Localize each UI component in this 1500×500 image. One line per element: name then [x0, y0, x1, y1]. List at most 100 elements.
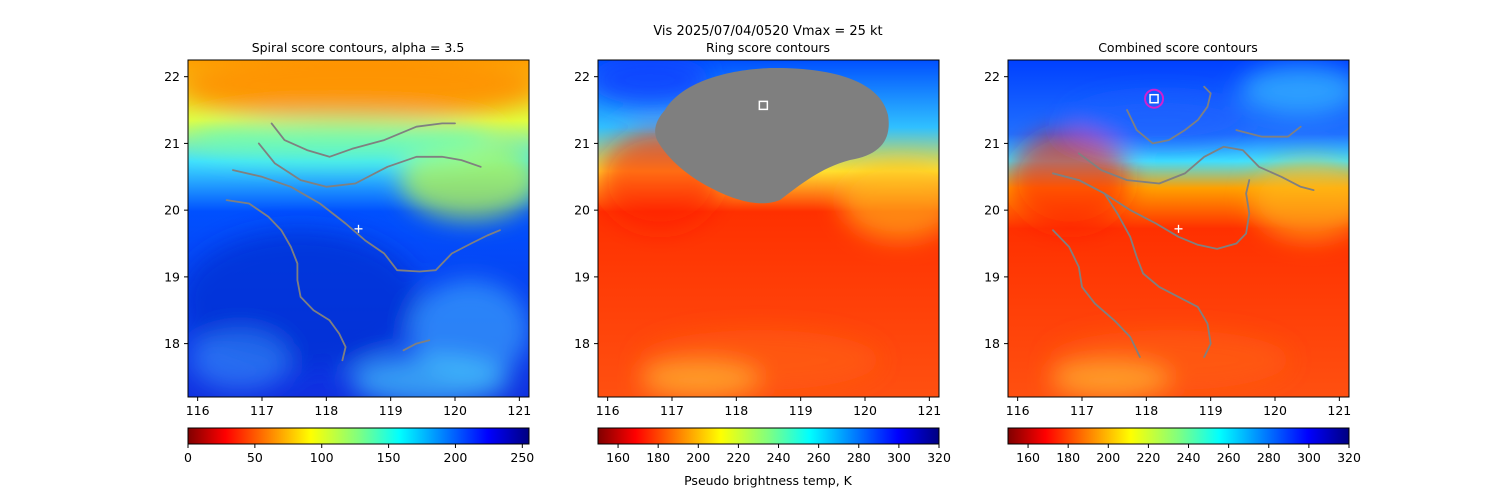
- colorbar-tick-label: 220: [726, 450, 750, 465]
- x-tick-label: 121: [917, 403, 941, 418]
- y-tick-label: 21: [984, 136, 1000, 151]
- y-tick-label: 18: [164, 336, 180, 351]
- markers: [1144, 88, 1183, 233]
- panel-title: Ring score contours: [706, 40, 830, 55]
- x-tick-label: 116: [186, 403, 210, 418]
- contour-line: [270, 122, 456, 158]
- colorbar-tick-label: 320: [1337, 450, 1361, 465]
- colorbar-tick-label: 160: [1016, 450, 1040, 465]
- colorbar-ticks: 0 50 100 150 200 250: [184, 444, 534, 465]
- colorbar-tick-label: 150: [377, 450, 401, 465]
- heatmap-image: [1008, 60, 1349, 397]
- circle-marker: [1144, 88, 1165, 109]
- center-plus-marker: [354, 224, 363, 233]
- y-ticks: 18 19 20 21 22: [164, 69, 188, 351]
- x-tick-label: 119: [379, 403, 403, 418]
- y-tick-label: 21: [574, 136, 590, 151]
- x-tick-label: 117: [660, 403, 684, 418]
- y-tick-label: 22: [164, 69, 180, 84]
- contour-line: [1235, 125, 1302, 138]
- figure-suptitle: Vis 2025/07/04/0520 Vmax = 25 kt: [653, 24, 882, 39]
- colorbar-tick-label: 280: [1257, 450, 1281, 465]
- colorbar-gradient: [1007, 427, 1350, 445]
- colorbar-tick-label: 180: [1056, 450, 1080, 465]
- colorbar-ticks: 160 180 200 220 240 260 280 300 320: [606, 444, 951, 465]
- square-marker: [1149, 93, 1159, 104]
- panel-combined: Combined score contours 116 117 118 119 120 1…: [984, 40, 1361, 465]
- contour-line: [1077, 145, 1315, 192]
- x-ticks: 116 117 118 119 120 121: [596, 397, 941, 418]
- colorbar-tick-label: 240: [1177, 450, 1201, 465]
- x-tick-label: 120: [853, 403, 877, 418]
- y-tick-label: 22: [574, 69, 590, 84]
- colorbar-ticks: 160 180 200 220 240 260 280 300 320: [1016, 444, 1361, 465]
- y-tick-label: 19: [984, 269, 1000, 284]
- y-tick-label: 21: [164, 136, 180, 151]
- panel-spiral: Spiral score contours, alpha = 3.5 116 11…: [164, 40, 534, 465]
- colorbar: 160 180 200 220 240 260 280 300 320: [597, 427, 951, 465]
- contour-line: [232, 169, 501, 273]
- colorbar-tick-label: 320: [927, 450, 951, 465]
- colorbar-gradient: [187, 427, 530, 445]
- colorbar-tick-label: 260: [1217, 450, 1241, 465]
- x-tick-label: 120: [1263, 403, 1287, 418]
- x-tick-label: 118: [314, 403, 338, 418]
- x-tick-label: 119: [789, 403, 813, 418]
- markers: [354, 224, 363, 233]
- colorbar-tick-label: 300: [887, 450, 911, 465]
- axes-frame: [597, 59, 940, 398]
- x-tick-label: 116: [1006, 403, 1030, 418]
- y-ticks: 18 19 20 21 22: [574, 69, 598, 351]
- colorbar-tick-label: 0: [184, 450, 192, 465]
- colorbar-gradient: [597, 427, 940, 445]
- panel-title: Spiral score contours, alpha = 3.5: [252, 40, 465, 55]
- colorbar-tick-label: 260: [807, 450, 831, 465]
- y-tick-label: 20: [574, 203, 590, 218]
- colorbar-tick-label: 200: [1096, 450, 1120, 465]
- y-tick-label: 19: [574, 269, 590, 284]
- y-tick-label: 20: [984, 203, 1000, 218]
- contour-lines: [1052, 85, 1315, 358]
- contour-line: [1126, 85, 1212, 145]
- y-tick-label: 22: [984, 69, 1000, 84]
- x-tick-label: 120: [443, 403, 467, 418]
- colorbar-tick-label: 200: [444, 450, 468, 465]
- panel-ring: Ring score contours 116 117 118 119 120 121 1…: [574, 40, 951, 488]
- axes-frame: [1007, 59, 1350, 398]
- contour-line: [257, 142, 482, 188]
- x-tick-label: 118: [1134, 403, 1158, 418]
- contour-lines: [225, 122, 501, 362]
- colorbar-tick-label: 280: [847, 450, 871, 465]
- colorbar-tick-label: 220: [1136, 450, 1160, 465]
- colorbar-tick-label: 180: [646, 450, 670, 465]
- colorbar-label: Pseudo brightness temp, K: [684, 473, 853, 488]
- x-ticks: 116 117 118 119 120 121: [1006, 397, 1351, 418]
- colorbar-tick-label: 160: [606, 450, 630, 465]
- contour-line: [402, 339, 431, 352]
- colorbar: 0 50 100 150 200 250: [184, 427, 534, 465]
- contour-line: [225, 199, 347, 362]
- masked-region: [655, 67, 889, 204]
- square-marker: [758, 100, 769, 111]
- y-tick-label: 18: [984, 336, 1000, 351]
- y-ticks: 18 19 20 21 22: [984, 69, 1008, 351]
- center-plus-marker: [1174, 224, 1183, 233]
- axes-frame: [187, 59, 530, 398]
- colorbar-tick-label: 300: [1297, 450, 1321, 465]
- colorbar-tick-label: 50: [247, 450, 263, 465]
- markers: [758, 100, 769, 111]
- x-ticks: 116 117 118 119 120 121: [186, 397, 531, 418]
- y-tick-label: 19: [164, 269, 180, 284]
- colorbar-tick-label: 200: [686, 450, 710, 465]
- x-tick-label: 116: [596, 403, 620, 418]
- colorbar-tick-label: 100: [310, 450, 334, 465]
- heatmap-image: [598, 60, 939, 397]
- colorbar: 160 180 200 220 240 260 280 300 320: [1007, 427, 1361, 465]
- panel-title: Combined score contours: [1098, 40, 1258, 55]
- x-tick-label: 119: [1199, 403, 1223, 418]
- contour-line: [1052, 172, 1212, 358]
- y-tick-label: 18: [574, 336, 590, 351]
- y-tick-label: 20: [164, 203, 180, 218]
- colorbar-tick-label: 240: [767, 450, 791, 465]
